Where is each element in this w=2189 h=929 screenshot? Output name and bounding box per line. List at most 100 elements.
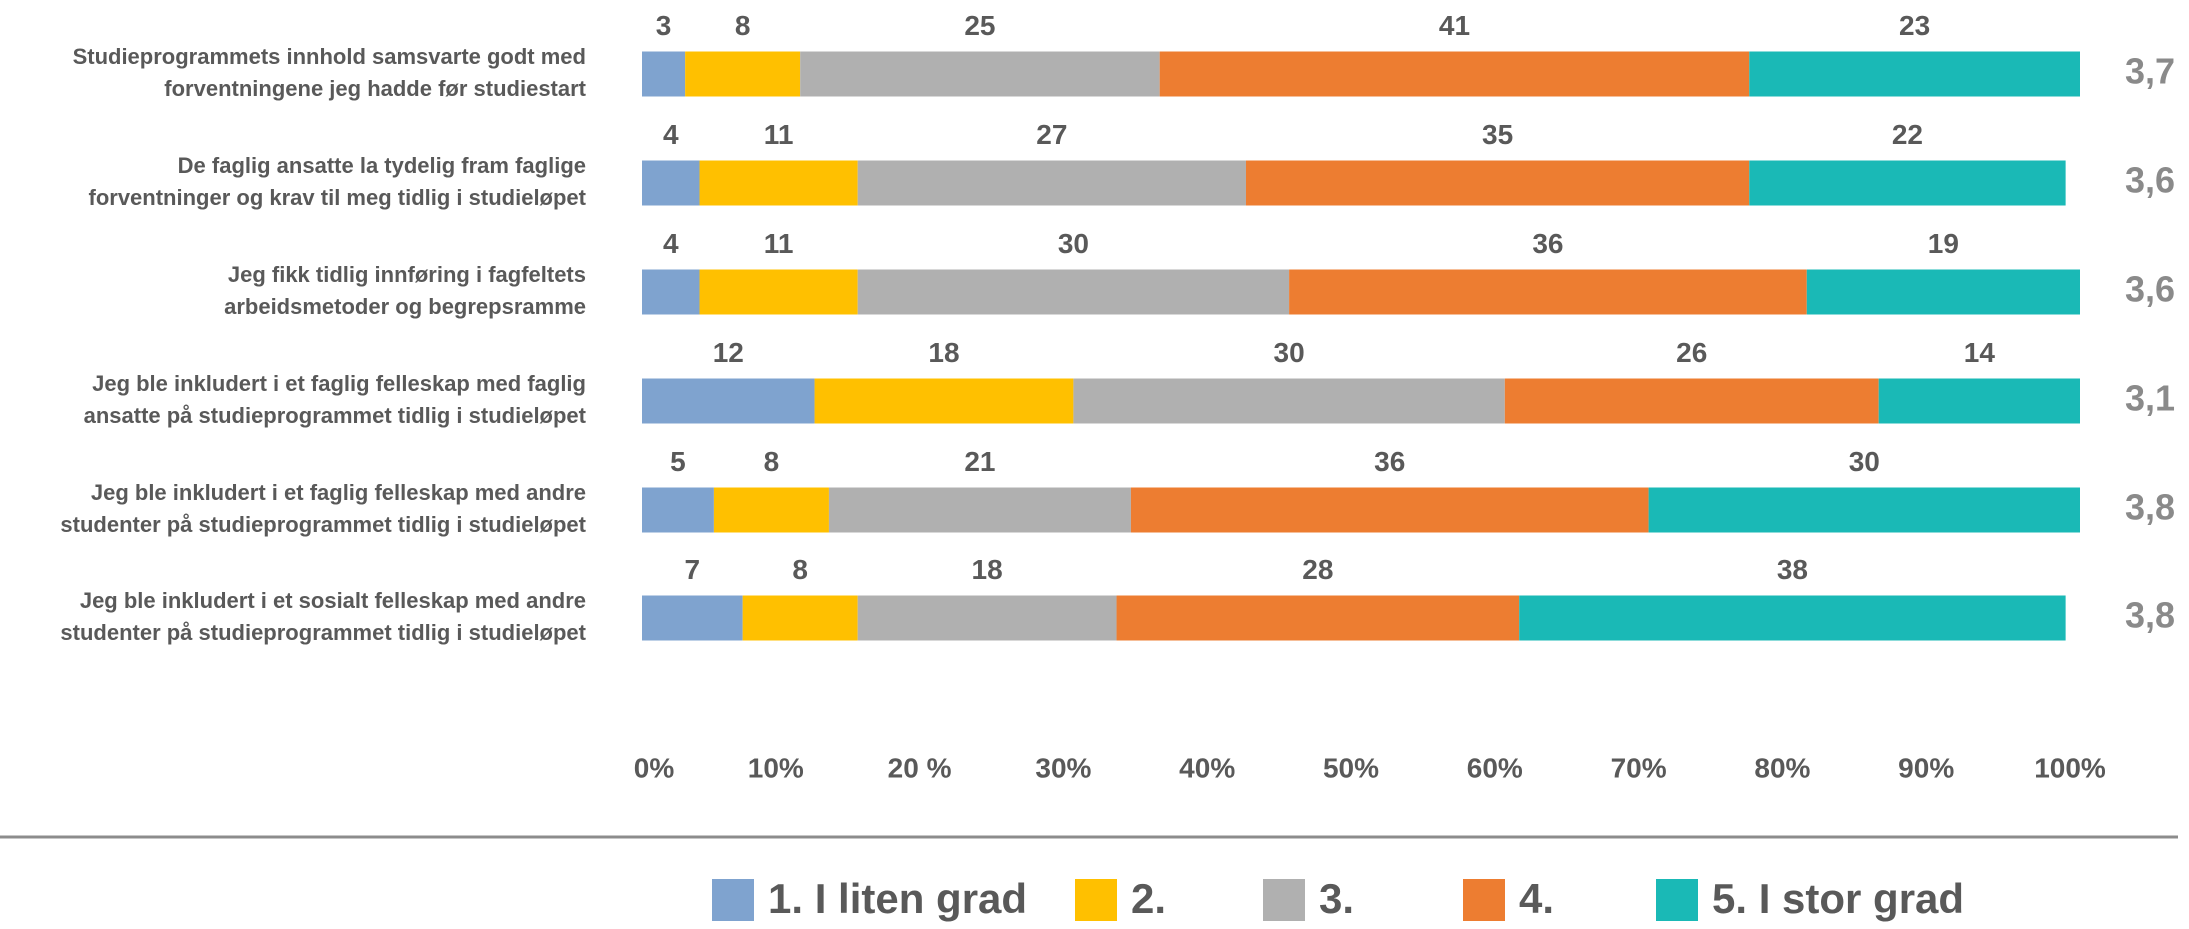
row-score: 3,8 — [2125, 487, 2175, 528]
legend-swatch — [712, 879, 754, 921]
legend-label: 2. — [1131, 875, 1166, 922]
category-label: Jeg ble inkludert i et faglig felleskap … — [92, 371, 586, 396]
category-label: arbeidsmetoder og begrepsramme — [224, 294, 586, 319]
value-label: 14 — [1964, 337, 1996, 368]
value-label: 30 — [1274, 337, 1305, 368]
value-label: 4 — [663, 228, 679, 259]
x-tick-label: 90% — [1898, 752, 1954, 783]
bar-segment — [699, 269, 858, 315]
value-label: 11 — [764, 119, 794, 150]
row-score: 3,7 — [2125, 51, 2175, 92]
category-label: ansatte på studieprogrammet tidlig i stu… — [84, 403, 587, 428]
bar-segment — [1245, 160, 1750, 206]
bar-segment — [742, 595, 858, 641]
bar-segment — [857, 269, 1290, 315]
bar-segment — [642, 160, 700, 206]
bar-segment — [1159, 51, 1750, 97]
value-label: 3 — [656, 10, 672, 41]
bar-segment — [713, 487, 829, 533]
category-label: Jeg fikk tidlig innføring i fagfeltets — [228, 262, 586, 287]
legend-swatch — [1075, 879, 1117, 921]
category-label: De faglig ansatte la tydelig fram faglig… — [178, 153, 586, 178]
value-label: 36 — [1532, 228, 1563, 259]
bar-segment — [1073, 378, 1505, 424]
value-label: 35 — [1482, 119, 1513, 150]
bar-segment — [642, 51, 686, 97]
bar-segment — [1519, 595, 2066, 641]
value-label: 23 — [1899, 10, 1930, 41]
legend-label: 5. I stor grad — [1712, 875, 1964, 922]
bar-segment — [1116, 595, 1520, 641]
x-tick-label: 70% — [1611, 752, 1667, 783]
value-label: 12 — [713, 337, 744, 368]
value-label: 30 — [1849, 446, 1880, 477]
value-label: 18 — [928, 337, 959, 368]
bar-segment — [814, 378, 1074, 424]
value-label: 19 — [1928, 228, 1959, 259]
bar-segment — [699, 160, 858, 206]
bar-segment — [1504, 378, 1879, 424]
category-label: Jeg ble inkludert i et sosialt felleskap… — [80, 588, 586, 613]
bar-segment — [828, 487, 1131, 533]
bar-segment — [642, 487, 714, 533]
row-score: 3,1 — [2125, 378, 2175, 419]
value-label: 38 — [1777, 554, 1808, 585]
x-tick-label: 0% — [634, 752, 675, 783]
category-label: forventninger og krav til meg tidlig i s… — [89, 185, 587, 210]
x-tick-label: 20 % — [888, 752, 952, 783]
bar-segment — [857, 160, 1246, 206]
value-label: 36 — [1374, 446, 1405, 477]
value-label: 4 — [663, 119, 679, 150]
category-label: Studieprogrammets innhold samsvarte godt… — [73, 44, 586, 69]
x-tick-label: 60% — [1467, 752, 1523, 783]
bar-segment — [1130, 487, 1649, 533]
bar-segment — [685, 51, 801, 97]
value-label: 28 — [1302, 554, 1333, 585]
category-label: studenter på studieprogrammet tidlig i s… — [60, 620, 586, 645]
bar-segment — [642, 378, 815, 424]
category-label: forventningene jeg hadde før studiestart — [164, 76, 586, 101]
legend-swatch — [1463, 879, 1505, 921]
x-tick-label: 40% — [1179, 752, 1235, 783]
value-label: 27 — [1036, 119, 1067, 150]
value-label: 11 — [764, 228, 794, 259]
x-tick-label: 10% — [748, 752, 804, 783]
value-label: 26 — [1676, 337, 1707, 368]
value-label: 21 — [964, 446, 995, 477]
row-score: 3,8 — [2125, 595, 2175, 636]
x-tick-label: 30% — [1035, 752, 1091, 783]
bar-segment — [1806, 269, 2080, 315]
x-tick-label: 50% — [1323, 752, 1379, 783]
value-label: 30 — [1058, 228, 1089, 259]
value-label: 8 — [792, 554, 808, 585]
category-label: studenter på studieprogrammet tidlig i s… — [60, 512, 586, 537]
legend-swatch — [1263, 879, 1305, 921]
value-label: 8 — [764, 446, 780, 477]
value-label: 18 — [972, 554, 1003, 585]
bar-segment — [1749, 51, 2080, 97]
bar-segment — [642, 595, 743, 641]
value-label: 7 — [685, 554, 701, 585]
legend-swatch — [1656, 879, 1698, 921]
value-label: 5 — [670, 446, 686, 477]
bar-segment — [800, 51, 1160, 97]
bar-segment — [1648, 487, 2080, 533]
legend-label: 1. I liten grad — [768, 875, 1027, 922]
bar-segment — [857, 595, 1117, 641]
x-tick-label: 80% — [1754, 752, 1810, 783]
bar-segment — [1749, 160, 2066, 206]
bar-segment — [642, 269, 700, 315]
value-label: 22 — [1892, 119, 1923, 150]
bar-segment — [1878, 378, 2080, 424]
x-tick-label: 100% — [2034, 752, 2106, 783]
value-label: 25 — [964, 10, 995, 41]
row-score: 3,6 — [2125, 269, 2175, 310]
legend-label: 3. — [1319, 875, 1354, 922]
value-label: 8 — [735, 10, 751, 41]
row-score: 3,6 — [2125, 160, 2175, 201]
value-label: 41 — [1439, 10, 1470, 41]
category-label: Jeg ble inkludert i et faglig felleskap … — [91, 480, 586, 505]
bar-segment — [1289, 269, 1807, 315]
legend-label: 4. — [1519, 875, 1554, 922]
